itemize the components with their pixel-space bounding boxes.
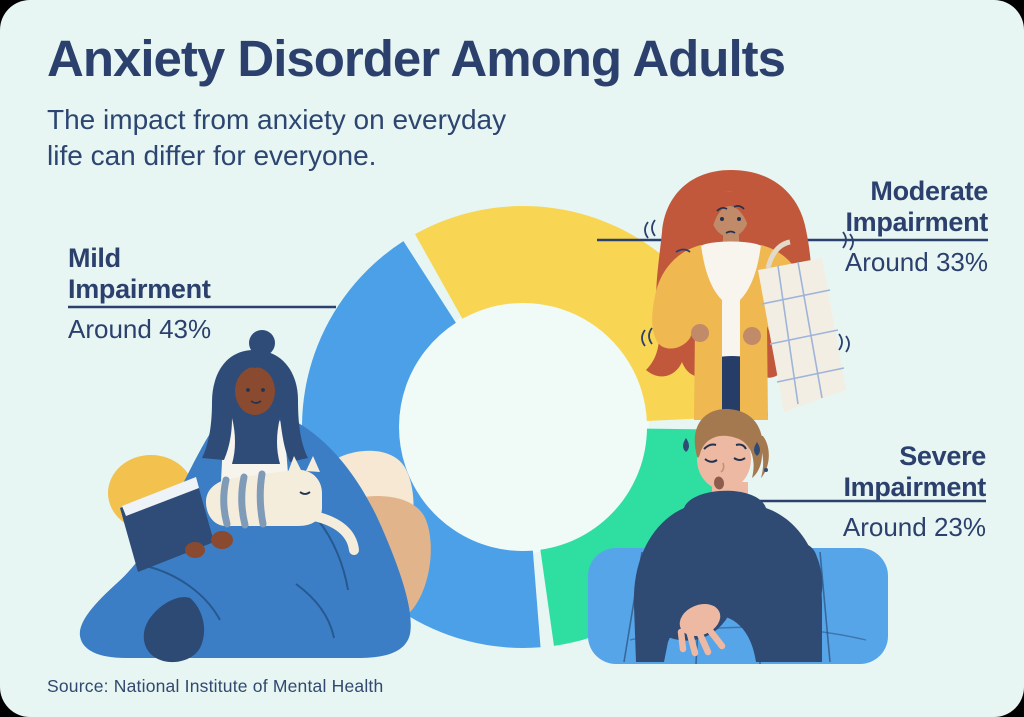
hair-fringe (708, 191, 753, 236)
severe-label-line1: Severe (899, 441, 986, 471)
eyebrow-worried (703, 443, 717, 450)
shake-mark (838, 333, 850, 353)
cat-stripe (220, 476, 231, 528)
eye (246, 388, 250, 392)
eye (261, 388, 265, 392)
cat-stripe (256, 470, 267, 528)
moderate-label-line2: Impairment (845, 207, 988, 237)
page-subtitle-line2: life can differ for everyone. (47, 140, 377, 172)
moderate-label-line1: Moderate (870, 176, 988, 206)
tote-bag (758, 258, 846, 412)
cat-eye-closed (299, 491, 311, 495)
callout-mild-impairment: Mild Impairment Around 43% (68, 243, 211, 342)
illustration-anxious-woman-with-tote-bag (641, 170, 854, 420)
eye (720, 217, 724, 221)
cat-ear (288, 456, 302, 472)
tote-bag-handle (765, 239, 791, 269)
shake-mark (641, 327, 653, 347)
hand (743, 327, 761, 345)
shake-mark (842, 231, 854, 251)
callout-moderate-impairment: Moderate Impairment Around 33% (845, 176, 988, 275)
donut-hole (397, 301, 649, 553)
eyebrow (716, 206, 728, 212)
eye (737, 217, 741, 221)
sweat-dot (764, 468, 768, 472)
mild-label: Mild Impairment (68, 243, 211, 305)
book-pages (122, 477, 199, 516)
moderate-label: Moderate Impairment (845, 176, 988, 238)
severe-label-line2: Impairment (843, 472, 986, 502)
blanket-crease (145, 565, 221, 621)
hair-side (752, 434, 769, 478)
hand (211, 531, 233, 549)
hair-bun (249, 330, 275, 356)
severe-value: Around 23% (842, 512, 986, 542)
hand (185, 542, 205, 558)
sweat-drop (683, 438, 689, 452)
face (697, 428, 751, 490)
cat-stripe (238, 473, 249, 529)
cat-ear (306, 456, 320, 472)
eyebrow-worried (735, 443, 747, 450)
source-text: Source: National Institute of Mental Hea… (47, 676, 384, 696)
eye-closed (704, 458, 718, 463)
eyebrow (733, 204, 745, 210)
cat-body (206, 469, 322, 526)
hand (691, 324, 709, 342)
shake-mark (675, 248, 691, 253)
nose (720, 462, 725, 473)
callout-severe-impairment: Severe Impairment Around 23% (843, 441, 986, 540)
hair (694, 408, 763, 478)
mild-label-line1: Mild (68, 243, 121, 273)
foot (143, 597, 205, 663)
mouth-frown (725, 230, 736, 234)
eye-closed (733, 457, 746, 461)
severe-label: Severe Impairment (843, 441, 986, 503)
blanket-crease (295, 583, 335, 639)
tote-bag-grid (761, 261, 845, 405)
fingers (677, 624, 726, 657)
illustration-person-reading-book-with-cat (79, 330, 431, 663)
mild-label-line2: Impairment (68, 274, 211, 304)
moderate-value: Around 33% (844, 247, 988, 277)
cardigan-left (652, 245, 722, 420)
page-subtitle: The impact from anxiety on everyday life… (47, 102, 506, 175)
illustration-tired-man-with-blanket (588, 408, 888, 665)
blanket-crease (317, 519, 349, 591)
blue-blanket (79, 405, 411, 658)
mouth (250, 400, 262, 404)
sweat-drop (754, 442, 760, 456)
hair-fringe (233, 352, 281, 384)
sleeve-right (735, 543, 823, 638)
cat-tail (309, 511, 359, 555)
page-title: Anxiety Disorder Among Adults (47, 30, 786, 87)
shake-mark (644, 219, 656, 239)
mild-value: Around 43% (68, 314, 212, 344)
page-subtitle-line1: The impact from anxiety on everyday (47, 104, 507, 135)
face (235, 367, 275, 415)
sweat-drop (745, 496, 751, 510)
mouth-open (713, 476, 725, 490)
